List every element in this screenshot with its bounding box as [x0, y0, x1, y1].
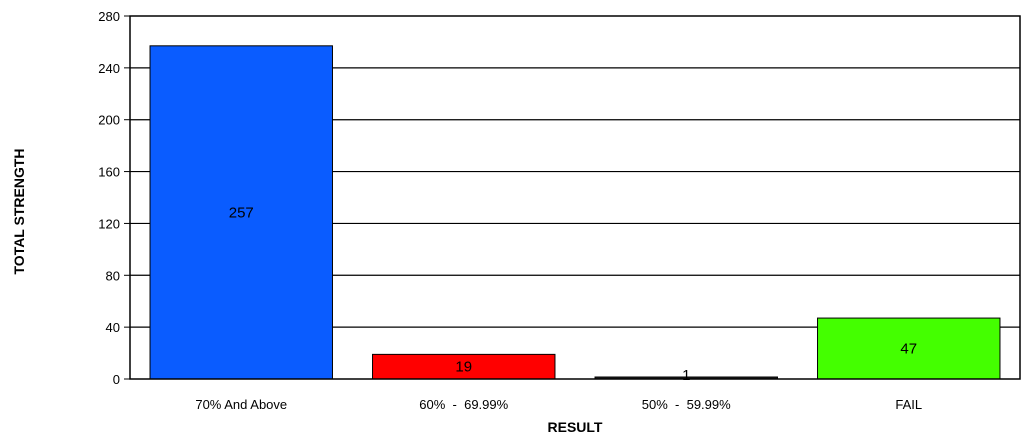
y-axis-ticks: 0 40 80 120 160 200 240 280: [98, 9, 130, 387]
x-tick-label: FAIL: [895, 397, 922, 412]
x-axis-ticks: 70% And Above 60% - 69.99% 50% - 59.99% FAI…: [195, 397, 922, 412]
x-tick-label: 60% - 69.99%: [419, 397, 508, 412]
bar: [372, 353, 556, 380]
y-tick-label: 240: [98, 61, 120, 76]
data-label: 19: [455, 359, 472, 376]
y-tick-label: 0: [113, 372, 120, 387]
bar: [149, 45, 333, 380]
data-labels: 257 19 1 47: [229, 204, 917, 384]
data-label: 47: [900, 341, 917, 358]
y-tick-label: 80: [106, 268, 120, 283]
x-axis-title: RESULT: [548, 419, 603, 435]
bars: [149, 45, 1001, 380]
plot-frame: [129, 15, 1021, 380]
data-label: 1: [682, 367, 690, 384]
x-tick-label: 70% And Above: [195, 397, 287, 412]
y-tick-label: 200: [98, 113, 120, 128]
bar: [817, 317, 1001, 380]
y-tick-label: 280: [98, 9, 120, 24]
data-label: 257: [229, 204, 254, 221]
y-axis-title: TOTAL STRENGTH: [11, 149, 27, 275]
y-tick-label: 120: [98, 216, 120, 231]
y-tick-label: 40: [106, 320, 120, 335]
x-tick-label: 50% - 59.99%: [642, 397, 731, 412]
y-tick-label: 160: [98, 165, 120, 180]
